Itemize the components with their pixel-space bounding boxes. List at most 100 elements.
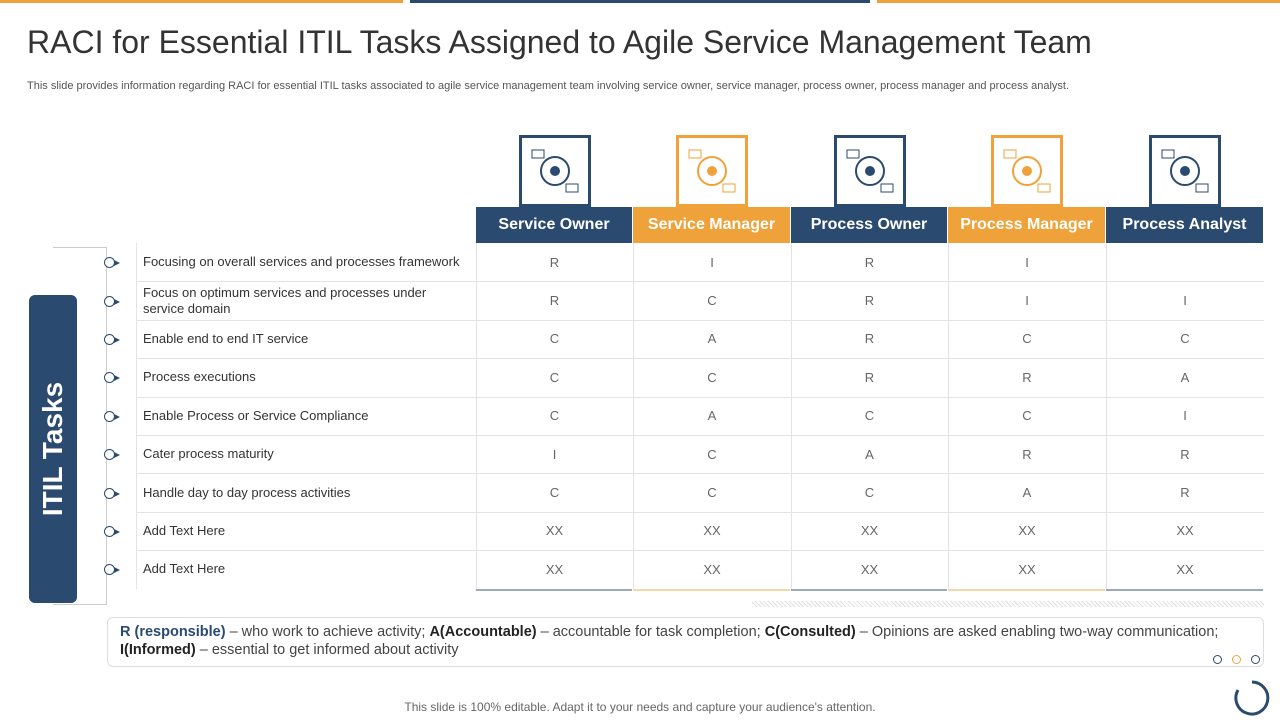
subtitle: This slide provides information regardin… xyxy=(27,80,1070,92)
row-divider xyxy=(136,550,1264,552)
column-icon xyxy=(1149,135,1221,207)
raci-cell: XX xyxy=(545,561,564,577)
legend-term: C(Consulted) xyxy=(764,624,856,640)
row-bullet xyxy=(104,449,120,461)
column-icon xyxy=(991,135,1063,207)
column-divider xyxy=(633,243,634,589)
column-underline xyxy=(791,588,947,591)
raci-cell: C xyxy=(707,369,717,385)
dot xyxy=(1213,655,1222,664)
dot xyxy=(1251,655,1260,664)
task-label: Focus on optimum services and processes … xyxy=(143,284,427,316)
raci-cell: C xyxy=(864,408,875,424)
row-bullet xyxy=(104,564,120,576)
row-bullet xyxy=(104,257,120,269)
raci-cell: C xyxy=(549,485,560,501)
row-divider xyxy=(136,473,1264,475)
legend-text: – who work to achieve activity; xyxy=(225,624,430,640)
raci-cell: XX xyxy=(1176,523,1194,539)
side-panel: ITIL Tasks xyxy=(29,295,77,603)
raci-cell: C xyxy=(549,331,560,347)
title: RACI for Essential ITIL Tasks Assigned t… xyxy=(27,24,1092,60)
raci-cell: C xyxy=(1022,331,1032,347)
raci-cell: XX xyxy=(1176,561,1194,577)
raci-cell: R xyxy=(1022,446,1032,462)
legend-term: R (responsible) xyxy=(120,624,226,640)
row-bullet xyxy=(104,410,120,422)
raci-cell: R xyxy=(1180,446,1190,462)
raci-cell: XX xyxy=(1018,523,1036,539)
raci-cell: R xyxy=(549,293,560,309)
task-label: Handle day to day process activities xyxy=(143,484,351,500)
row-bullet xyxy=(104,526,120,537)
raci-cell: C xyxy=(1022,408,1032,424)
legend-term: A(Accountable) xyxy=(429,624,537,640)
column-divider xyxy=(791,243,792,589)
raci-cell: XX xyxy=(860,561,879,577)
raci-cell: XX xyxy=(703,523,721,539)
column-header: Process Analyst xyxy=(1106,207,1263,243)
raci-cell: C xyxy=(549,408,560,424)
raci-cell: XX xyxy=(860,523,879,539)
column-divider xyxy=(948,243,949,589)
logo xyxy=(1234,680,1270,716)
raci-cell: I xyxy=(1183,408,1187,424)
legend-text: – essential to get informed about activi… xyxy=(195,642,459,658)
legend-term: I(Informed) xyxy=(120,642,196,658)
legend-text: – accountable for task completion; xyxy=(536,624,765,640)
raci-cell: I xyxy=(1183,293,1187,309)
raci-cell: R xyxy=(549,254,560,270)
raci-cell: C xyxy=(707,446,717,462)
raci-cell: XX xyxy=(703,561,721,577)
raci-cell: C xyxy=(1180,331,1190,347)
task-label: Enable Process or Service Compliance xyxy=(143,407,369,423)
accent-bar xyxy=(0,0,403,3)
column-icon xyxy=(518,135,591,207)
accent-bar xyxy=(877,0,1280,3)
row-bullet xyxy=(104,295,120,307)
task-label: Process executions xyxy=(143,369,256,385)
row-bullet xyxy=(104,487,120,499)
raci-cell: A xyxy=(1022,485,1032,501)
task-label: Add Text Here xyxy=(143,522,226,538)
row-bullet xyxy=(104,372,120,384)
column-icon xyxy=(676,135,748,207)
raci-cell: A xyxy=(707,408,717,424)
row-divider xyxy=(136,435,1264,436)
side-label: ITIL Tasks xyxy=(37,381,68,517)
legend-text: – Opinions are asked enabling two-way co… xyxy=(855,624,1219,640)
raci-cell: I xyxy=(1025,254,1029,270)
raci-cell: R xyxy=(864,369,875,385)
hatch xyxy=(752,601,1264,607)
column-icon xyxy=(833,135,906,207)
column-header: Process Owner xyxy=(791,207,947,243)
raci-cell: I xyxy=(552,446,557,462)
task-label: Cater process maturity xyxy=(143,446,274,462)
row-bullet xyxy=(104,334,120,345)
column-header: Service Manager xyxy=(633,207,790,243)
raci-cell: A xyxy=(1180,369,1190,385)
dot xyxy=(1232,655,1241,664)
raci-cell: I xyxy=(1025,293,1029,309)
raci-cell: R xyxy=(864,293,875,309)
task-label: Focusing on overall services and process… xyxy=(143,254,460,270)
column-underline xyxy=(948,588,1105,591)
raci-cell: R xyxy=(1022,369,1032,385)
column-underline xyxy=(1106,588,1263,591)
raci-cell: C xyxy=(707,293,717,309)
raci-cell: XX xyxy=(1018,561,1036,577)
raci-cell: C xyxy=(707,485,717,501)
column-header: Service Owner xyxy=(476,207,632,243)
footer: This slide is 100% editable. Adapt it to… xyxy=(404,700,876,714)
column-divider xyxy=(476,243,477,589)
row-divider xyxy=(136,281,1264,283)
row-divider xyxy=(136,319,1264,321)
raci-cell: R xyxy=(1180,485,1190,501)
raci-cell: R xyxy=(864,254,875,270)
raci-cell: C xyxy=(864,485,875,501)
row-divider xyxy=(136,358,1264,360)
raci-cell: R xyxy=(864,331,875,347)
accent-bar xyxy=(410,0,870,3)
bracket xyxy=(53,247,107,605)
